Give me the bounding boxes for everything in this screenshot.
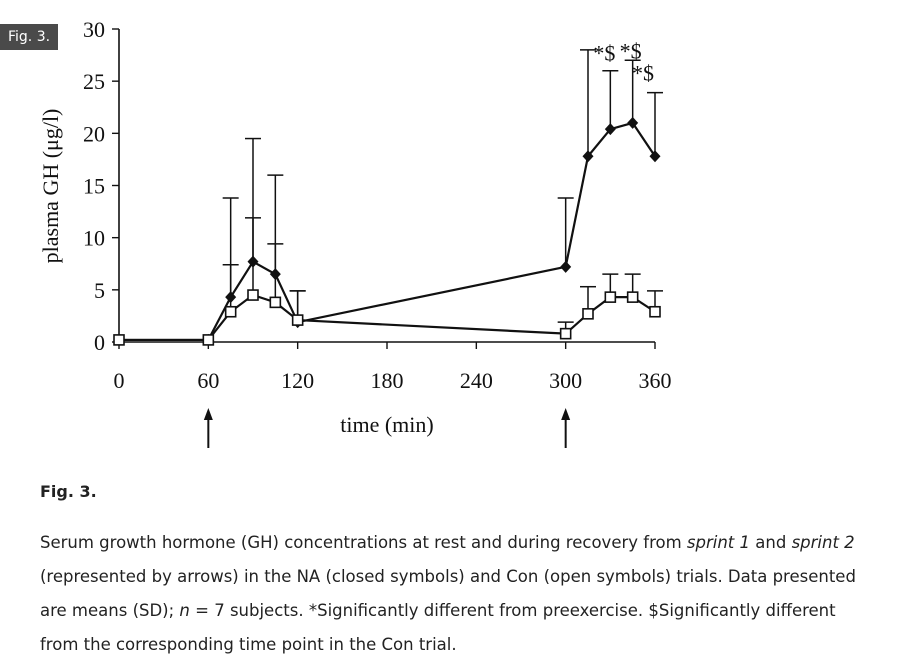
- na-data-point: [649, 150, 661, 163]
- axes: [118, 29, 655, 343]
- con-data-point: [649, 305, 661, 318]
- y-tick-label: 0: [94, 330, 105, 355]
- con-data-point: [626, 291, 639, 303]
- sprint-arrow-head: [561, 408, 571, 420]
- caption-n: n: [179, 601, 190, 620]
- con-data-point: [269, 296, 282, 309]
- con-data-point: [247, 289, 259, 301]
- y-tick-label: 5: [94, 278, 105, 303]
- y-axis-label: plasma GH (μg/l): [38, 109, 63, 264]
- significance-annotations: *$ *$*$: [593, 38, 654, 85]
- y-tick-label: 15: [83, 174, 105, 199]
- y-tick-label: 25: [83, 69, 105, 94]
- na-data-point: [604, 123, 616, 136]
- significance-label: *$: [632, 61, 654, 86]
- x-tick-label: 0: [114, 368, 125, 393]
- y-tick-label: 20: [83, 121, 105, 146]
- x-tick-label: 300: [549, 368, 582, 393]
- x-ticks: 0 60 120 180 240 300 360: [114, 342, 672, 393]
- gh-line-chart: plasma GH (μg/l) time (min) 0 60 120 180 240…: [38, 17, 672, 448]
- con-data-point: [291, 314, 304, 326]
- con-series-line: [119, 293, 656, 342]
- con-data-point: [113, 334, 125, 346]
- na-data-point: [225, 291, 237, 304]
- na-data-point: [560, 260, 572, 273]
- caption-text-2: and: [750, 533, 792, 552]
- na-series-line: [119, 121, 656, 342]
- x-tick-label: 60: [197, 368, 219, 393]
- na-data-point: [582, 150, 594, 163]
- caption-text-3: (represented by arrows) in the NA (close…: [40, 567, 856, 620]
- series-lines: [119, 121, 656, 342]
- y-tick-label: 30: [83, 17, 105, 42]
- caption-sprint2: sprint 2: [791, 533, 855, 552]
- caption-body: Serum growth hormone (GH) concentrations…: [40, 526, 870, 662]
- x-tick-label: 120: [281, 368, 314, 393]
- caption-sprint1: sprint 1: [686, 533, 751, 552]
- sprint-arrow-head: [203, 408, 213, 420]
- caption-title: Fig. 3.: [40, 482, 97, 501]
- error-bars: [222, 49, 663, 334]
- caption-text-4: = 7 subjects. *Significantly different f…: [40, 601, 836, 654]
- caption-text-1: Serum growth hormone (GH) concentrations…: [40, 533, 687, 552]
- na-data-point: [627, 116, 639, 129]
- x-tick-label: 180: [371, 368, 404, 393]
- sprint-arrows: [203, 408, 571, 448]
- con-data-point: [224, 305, 237, 318]
- significance-label: *$: [620, 38, 642, 63]
- y-ticks: 0 5 10 15 20 25 30: [83, 17, 119, 355]
- figure-badge: Fig. 3.: [0, 24, 59, 50]
- significance-label: *$: [593, 41, 615, 66]
- na-data-point: [269, 268, 281, 281]
- na-data-point: [247, 255, 259, 268]
- series-markers: [113, 116, 661, 346]
- y-tick-label: 10: [83, 226, 105, 251]
- con-data-point: [559, 327, 572, 340]
- con-data-point: [582, 308, 594, 320]
- x-tick-label: 240: [460, 368, 493, 393]
- x-axis-label: time (min): [340, 412, 433, 437]
- con-data-point: [202, 334, 215, 346]
- con-data-point: [604, 291, 617, 303]
- x-tick-label: 360: [639, 368, 672, 393]
